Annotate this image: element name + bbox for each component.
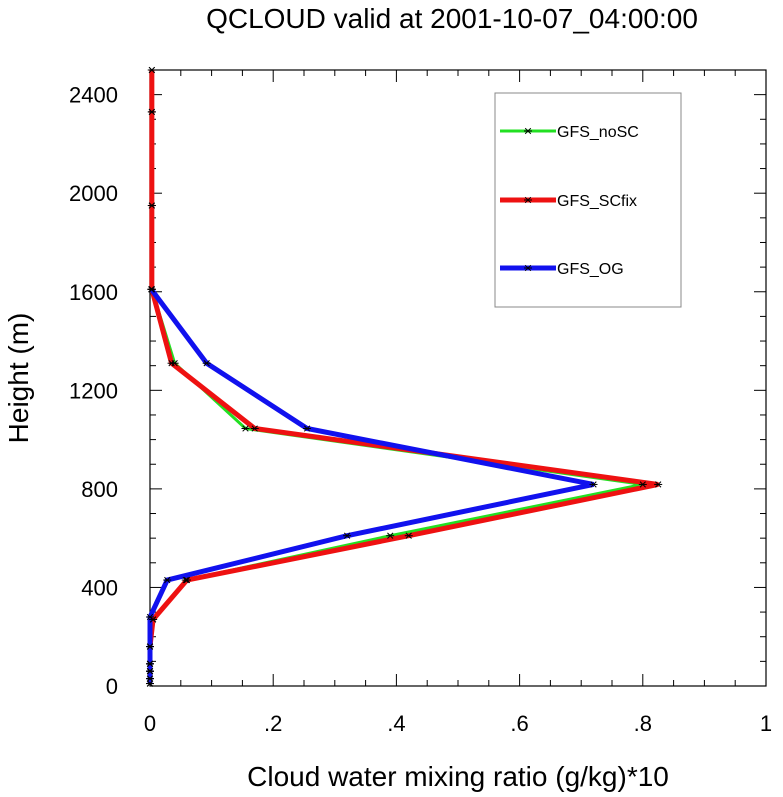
data-point-marker bbox=[146, 660, 154, 667]
x-tick-label: .6 bbox=[510, 711, 528, 736]
data-point-marker bbox=[146, 675, 154, 682]
y-tick-label: 1200 bbox=[69, 378, 118, 403]
y-tick-label: 0 bbox=[106, 674, 118, 699]
legend: GFS_noSC GFS_SCfix GFS_OG bbox=[494, 92, 682, 308]
y-tick-label: 800 bbox=[81, 477, 118, 502]
data-point-marker bbox=[167, 360, 176, 367]
data-point-marker bbox=[343, 532, 352, 539]
y-tick-label: 1600 bbox=[69, 280, 118, 305]
legend-label: GFS_SCfix bbox=[557, 193, 637, 210]
x-axis-title: Cloud water mixing ratio (g/kg)*10 bbox=[247, 761, 669, 792]
legend-label: GFS_noSC bbox=[557, 124, 639, 141]
legend-marker bbox=[524, 264, 532, 272]
x-tick-label: 1 bbox=[760, 711, 772, 736]
data-point-marker bbox=[303, 425, 312, 432]
legend-label: GFS_OG bbox=[557, 261, 624, 278]
data-point-marker bbox=[146, 668, 154, 675]
axis-ticks: 0 .2 .4 .6 .8 1 0 400 800 1200 1600 2000 2400 bbox=[69, 69, 772, 736]
legend-marker bbox=[524, 127, 532, 135]
series-lines bbox=[146, 66, 663, 687]
y-tick-label: 2000 bbox=[69, 181, 118, 206]
data-point-marker bbox=[147, 108, 156, 116]
x-tick-label: 0 bbox=[144, 711, 156, 736]
data-point-marker bbox=[241, 425, 250, 432]
y-tick-label: 400 bbox=[81, 575, 118, 600]
data-point-marker bbox=[638, 481, 647, 488]
x-tick-label: .4 bbox=[387, 711, 405, 736]
data-point-marker bbox=[654, 481, 663, 488]
data-point-marker bbox=[386, 532, 395, 539]
data-point-marker bbox=[146, 613, 154, 621]
data-point-marker bbox=[146, 643, 154, 650]
data-point-marker bbox=[250, 425, 259, 432]
data-point-marker bbox=[147, 202, 156, 209]
legend-marker bbox=[524, 196, 532, 204]
data-point-marker bbox=[182, 576, 191, 584]
data-point-marker bbox=[404, 532, 413, 539]
data-point-marker bbox=[147, 66, 156, 74]
data-point-marker bbox=[163, 576, 172, 584]
data-point-marker bbox=[146, 680, 154, 687]
series-line-GFS_OG bbox=[147, 287, 595, 684]
data-point-marker bbox=[589, 481, 598, 488]
y-tick-label: 2400 bbox=[69, 83, 118, 108]
x-tick-label: .2 bbox=[264, 711, 282, 736]
data-point-marker bbox=[202, 360, 211, 367]
y-axis-title: Height (m) bbox=[3, 313, 34, 444]
x-tick-label: .8 bbox=[634, 711, 652, 736]
data-point-marker bbox=[147, 286, 156, 293]
chart-title: QCLOUD valid at 2001-10-07_04:00:00 bbox=[206, 3, 698, 34]
